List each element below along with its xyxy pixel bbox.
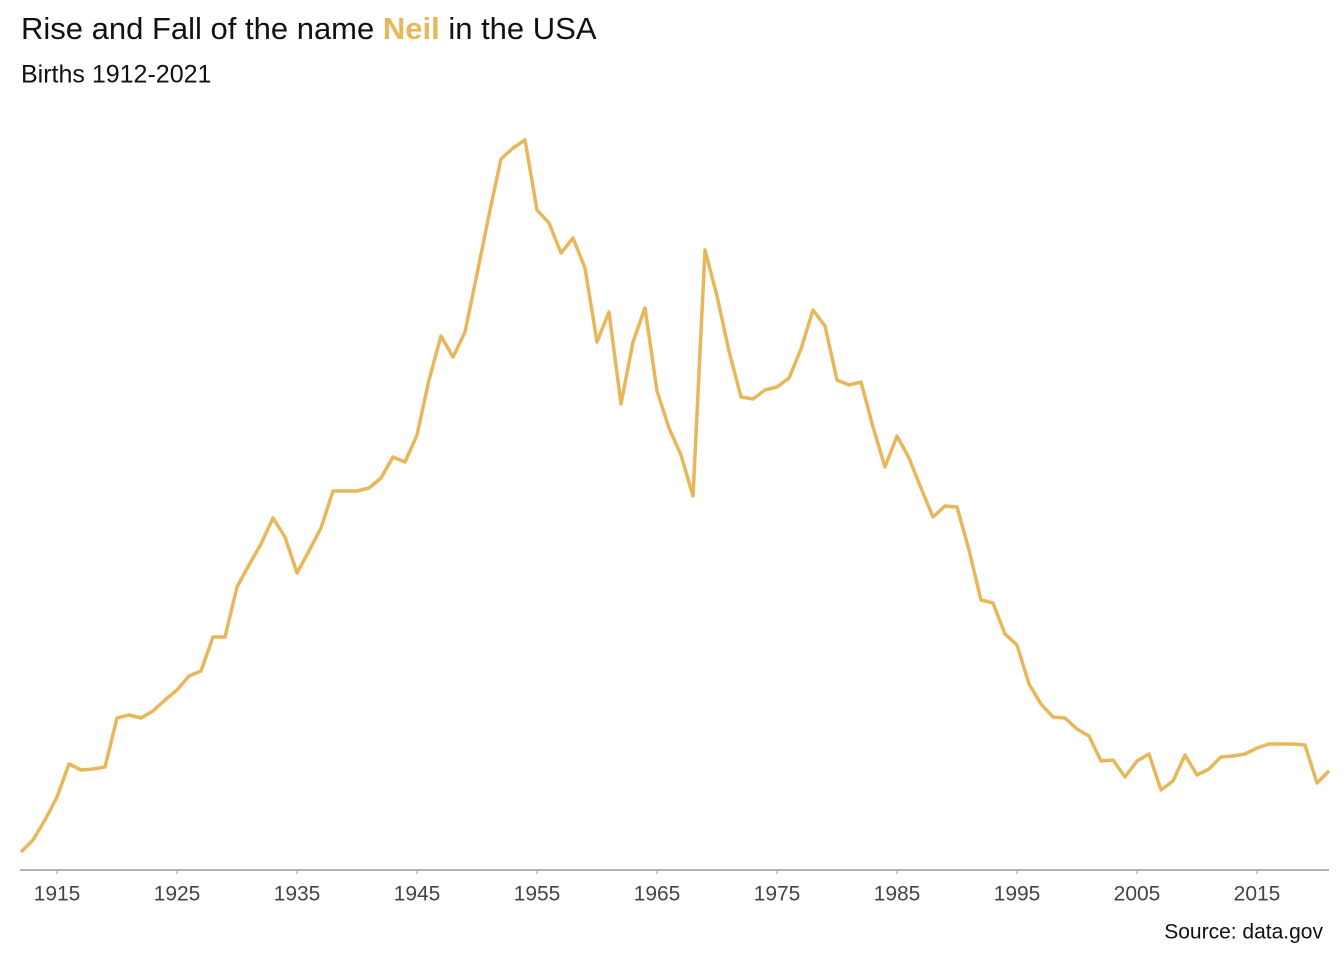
source-note: Source: data.gov — [1164, 921, 1323, 944]
x-tick-label: 1915 — [34, 883, 81, 906]
x-tick-label: 1955 — [514, 883, 561, 906]
chart-title: Rise and Fall of the name Neil in the US… — [21, 11, 597, 46]
x-tick-label: 1975 — [754, 883, 801, 906]
x-tick-label: 1965 — [634, 883, 681, 906]
x-tick-label: 2005 — [1114, 883, 1161, 906]
x-tick-label: 1945 — [394, 883, 441, 906]
x-tick-label: 1935 — [274, 883, 321, 906]
x-tick-label: 2015 — [1234, 883, 1281, 906]
title-part: Rise and Fall of the name — [21, 11, 383, 46]
chart-subtitle: Births 1912-2021 — [21, 61, 211, 89]
x-tick-label: 1995 — [994, 883, 1041, 906]
x-tick-label: 1925 — [154, 883, 201, 906]
x-tick-label: 1985 — [874, 883, 921, 906]
title-highlight: Neil — [383, 11, 440, 46]
title-part: in the USA — [440, 11, 597, 46]
line — [19, 138, 1331, 854]
